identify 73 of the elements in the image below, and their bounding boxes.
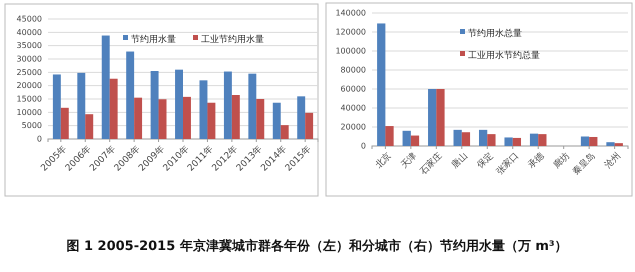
bar [199,80,208,139]
bar [297,96,306,139]
bar [589,136,598,146]
y-tick-label: 80000 [340,66,366,75]
y-tick-label: 35000 [16,41,42,50]
bar [150,71,159,139]
y-tick-label: 20000 [340,122,366,132]
x-tick-label: 唐山 [450,150,470,171]
bar [402,130,411,146]
bar [530,134,538,146]
bar [478,130,488,146]
x-tick-label: 廊坊 [551,150,572,171]
y-tick-label: 40000 [16,28,42,37]
bar [538,134,546,146]
bar [410,136,420,146]
bar [580,136,590,146]
bar [232,95,240,139]
bar [224,72,232,139]
bar [102,36,110,139]
x-tick-label: 北京 [373,150,394,171]
bar [77,72,86,139]
bar [183,96,191,139]
bar [175,70,183,139]
bar [428,89,436,146]
bar [462,132,470,146]
y-tick-label: 20000 [16,81,42,90]
y-tick-label: 15000 [16,94,42,104]
y-tick-label: 100000 [335,46,366,56]
x-tick-label: 承德 [526,150,546,171]
y-tick-label: 120000 [335,28,366,37]
x-tick-label: 保定 [475,150,496,171]
y-tick-label: 40000 [340,104,366,113]
y-tick-label: 10000 [16,108,42,117]
bar [272,102,281,139]
legend-label: 工业节约用水量 [201,34,264,46]
bar [134,98,142,139]
legend-label: 节约用水量 [131,34,176,46]
bar [436,89,445,146]
y-tick-label: 0 [360,142,366,151]
bar [512,138,522,146]
x-tick-label: 天津 [398,150,420,171]
bar [60,108,69,139]
y-tick-label: 140000 [335,8,366,18]
bar [504,137,513,146]
bar [207,102,216,139]
bar [280,125,289,139]
legend-label: 工业用水节约总量 [468,50,540,62]
legend-label: 节约用水总量 [468,28,522,40]
bar [126,52,134,139]
y-tick-label: 45000 [16,14,42,24]
x-tick-label: 张家口 [494,150,522,178]
y-tick-label: 60000 [340,84,366,94]
y-tick-label: 5000 [22,121,42,130]
bar [614,143,623,146]
y-tick-label: 0 [36,134,42,144]
bar [606,142,615,146]
bar [377,23,386,146]
bar [385,126,394,146]
y-tick-label: 25000 [16,68,42,77]
y-tick-label: 30000 [16,54,42,64]
bar [256,99,264,139]
x-tick-label: 石家庄 [418,150,445,178]
x-tick-label: 秦皇岛 [570,150,598,178]
bar [52,74,61,139]
x-tick-label: 沧州 [602,150,623,171]
bar [454,130,462,146]
bar [85,114,94,139]
bar [158,99,167,139]
bar [305,112,314,139]
bar [487,134,496,146]
bar [110,78,118,139]
caption: 图 1 2005-2015 年京津冀城市群各年份（左）和分城市（右）节约用水量（万 m³） [66,238,568,254]
bar [248,74,256,139]
